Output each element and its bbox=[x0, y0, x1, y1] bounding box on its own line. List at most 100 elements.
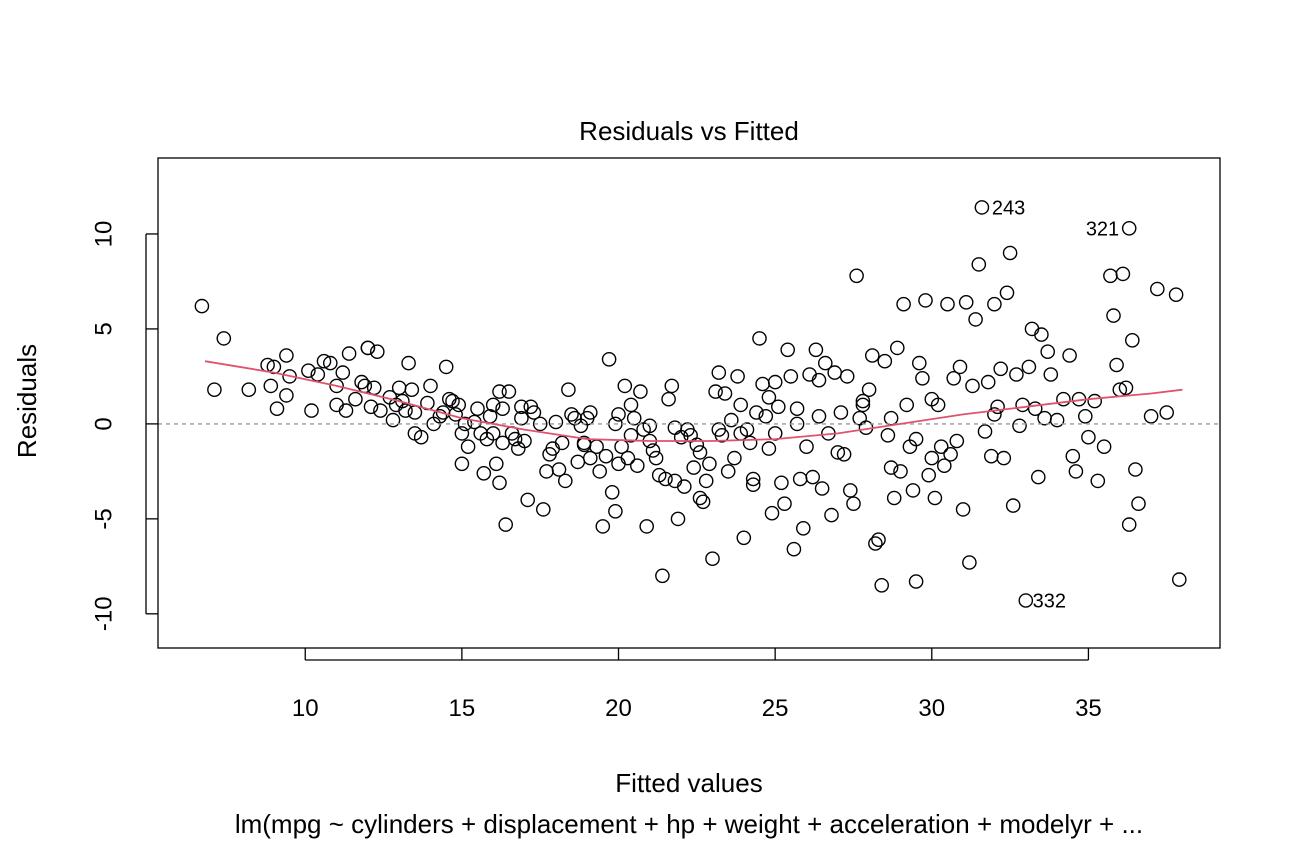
data-point bbox=[454, 456, 470, 472]
data-point bbox=[987, 407, 1002, 422]
data-point bbox=[608, 503, 623, 519]
data-point bbox=[974, 200, 990, 215]
data-point bbox=[1143, 408, 1159, 424]
data-point bbox=[1056, 391, 1071, 407]
point-label: 332 bbox=[1033, 591, 1066, 613]
data-point bbox=[1159, 405, 1174, 420]
data-point bbox=[470, 401, 485, 417]
x-tick-label: 10 bbox=[292, 695, 319, 722]
data-point bbox=[833, 405, 849, 420]
data-point bbox=[667, 420, 683, 436]
data-point bbox=[908, 431, 924, 447]
data-point bbox=[1068, 464, 1084, 479]
data-point bbox=[454, 426, 470, 441]
data-point bbox=[282, 369, 297, 384]
data-point bbox=[476, 465, 492, 481]
data-point bbox=[849, 268, 864, 284]
data-point bbox=[558, 473, 573, 489]
data-point bbox=[363, 399, 379, 415]
data-point bbox=[194, 298, 210, 314]
data-point bbox=[908, 574, 924, 589]
point-label: 321 bbox=[1086, 218, 1119, 240]
data-point bbox=[645, 443, 661, 458]
data-point bbox=[1021, 359, 1037, 375]
data-point bbox=[329, 397, 344, 413]
data-point bbox=[865, 348, 880, 363]
data-point bbox=[366, 380, 382, 396]
data-point bbox=[996, 450, 1012, 466]
data-point bbox=[799, 439, 814, 455]
data-point bbox=[777, 496, 792, 512]
data-point bbox=[304, 403, 319, 418]
data-point bbox=[1103, 268, 1118, 284]
data-point bbox=[811, 408, 827, 424]
data-point bbox=[912, 355, 927, 371]
data-point bbox=[987, 296, 1002, 312]
data-point bbox=[526, 405, 542, 420]
data-point bbox=[604, 484, 620, 500]
data-point bbox=[1034, 327, 1049, 342]
data-point bbox=[554, 435, 570, 451]
points-layer bbox=[194, 200, 1187, 608]
data-point bbox=[767, 374, 783, 390]
data-point bbox=[207, 382, 222, 398]
data-point bbox=[316, 353, 332, 369]
y-tick-label: 10 bbox=[91, 221, 118, 248]
data-point bbox=[752, 331, 767, 346]
data-point bbox=[648, 450, 664, 466]
data-point bbox=[1172, 572, 1187, 587]
data-point bbox=[583, 405, 598, 420]
data-point bbox=[492, 384, 507, 399]
data-point bbox=[341, 346, 357, 361]
x-tick-label: 35 bbox=[1075, 695, 1102, 722]
data-point bbox=[658, 471, 673, 487]
data-point bbox=[548, 414, 564, 430]
data-point bbox=[1012, 418, 1027, 434]
data-point bbox=[488, 456, 504, 472]
data-point bbox=[401, 355, 416, 371]
data-point bbox=[802, 367, 817, 382]
data-point bbox=[1062, 348, 1077, 363]
data-point bbox=[263, 378, 279, 394]
data-point bbox=[720, 464, 736, 479]
data-point bbox=[561, 382, 576, 398]
data-point bbox=[514, 399, 529, 415]
data-point bbox=[905, 483, 921, 498]
data-point bbox=[369, 344, 385, 360]
data-point bbox=[1121, 517, 1137, 532]
point-label: 243 bbox=[992, 197, 1025, 219]
data-point bbox=[990, 399, 1005, 415]
data-point bbox=[269, 401, 285, 417]
data-point bbox=[689, 437, 705, 453]
data-point bbox=[792, 471, 808, 487]
data-point bbox=[695, 494, 711, 510]
data-point bbox=[655, 568, 670, 584]
data-point bbox=[852, 410, 868, 426]
data-point bbox=[445, 393, 460, 409]
data-point bbox=[861, 382, 877, 398]
data-point bbox=[507, 431, 523, 447]
data-point bbox=[460, 439, 476, 455]
data-point bbox=[570, 454, 586, 470]
data-point bbox=[796, 521, 811, 536]
data-point bbox=[1106, 308, 1121, 323]
chart-title: Residuals vs Fitted bbox=[579, 116, 799, 146]
data-point bbox=[517, 433, 532, 449]
data-point bbox=[883, 410, 899, 426]
data-point bbox=[1128, 462, 1143, 477]
data-point bbox=[846, 496, 861, 512]
data-point bbox=[730, 369, 745, 384]
data-point bbox=[664, 378, 680, 394]
data-point bbox=[708, 384, 723, 399]
data-point bbox=[980, 374, 996, 390]
data-point bbox=[514, 410, 529, 426]
data-point bbox=[733, 397, 749, 413]
x-tick-label: 30 bbox=[918, 695, 945, 722]
data-point bbox=[783, 369, 799, 384]
x-tick-label: 20 bbox=[605, 695, 632, 722]
data-point bbox=[786, 541, 802, 557]
data-point bbox=[818, 355, 833, 371]
data-point bbox=[702, 456, 717, 472]
data-point bbox=[899, 397, 915, 413]
